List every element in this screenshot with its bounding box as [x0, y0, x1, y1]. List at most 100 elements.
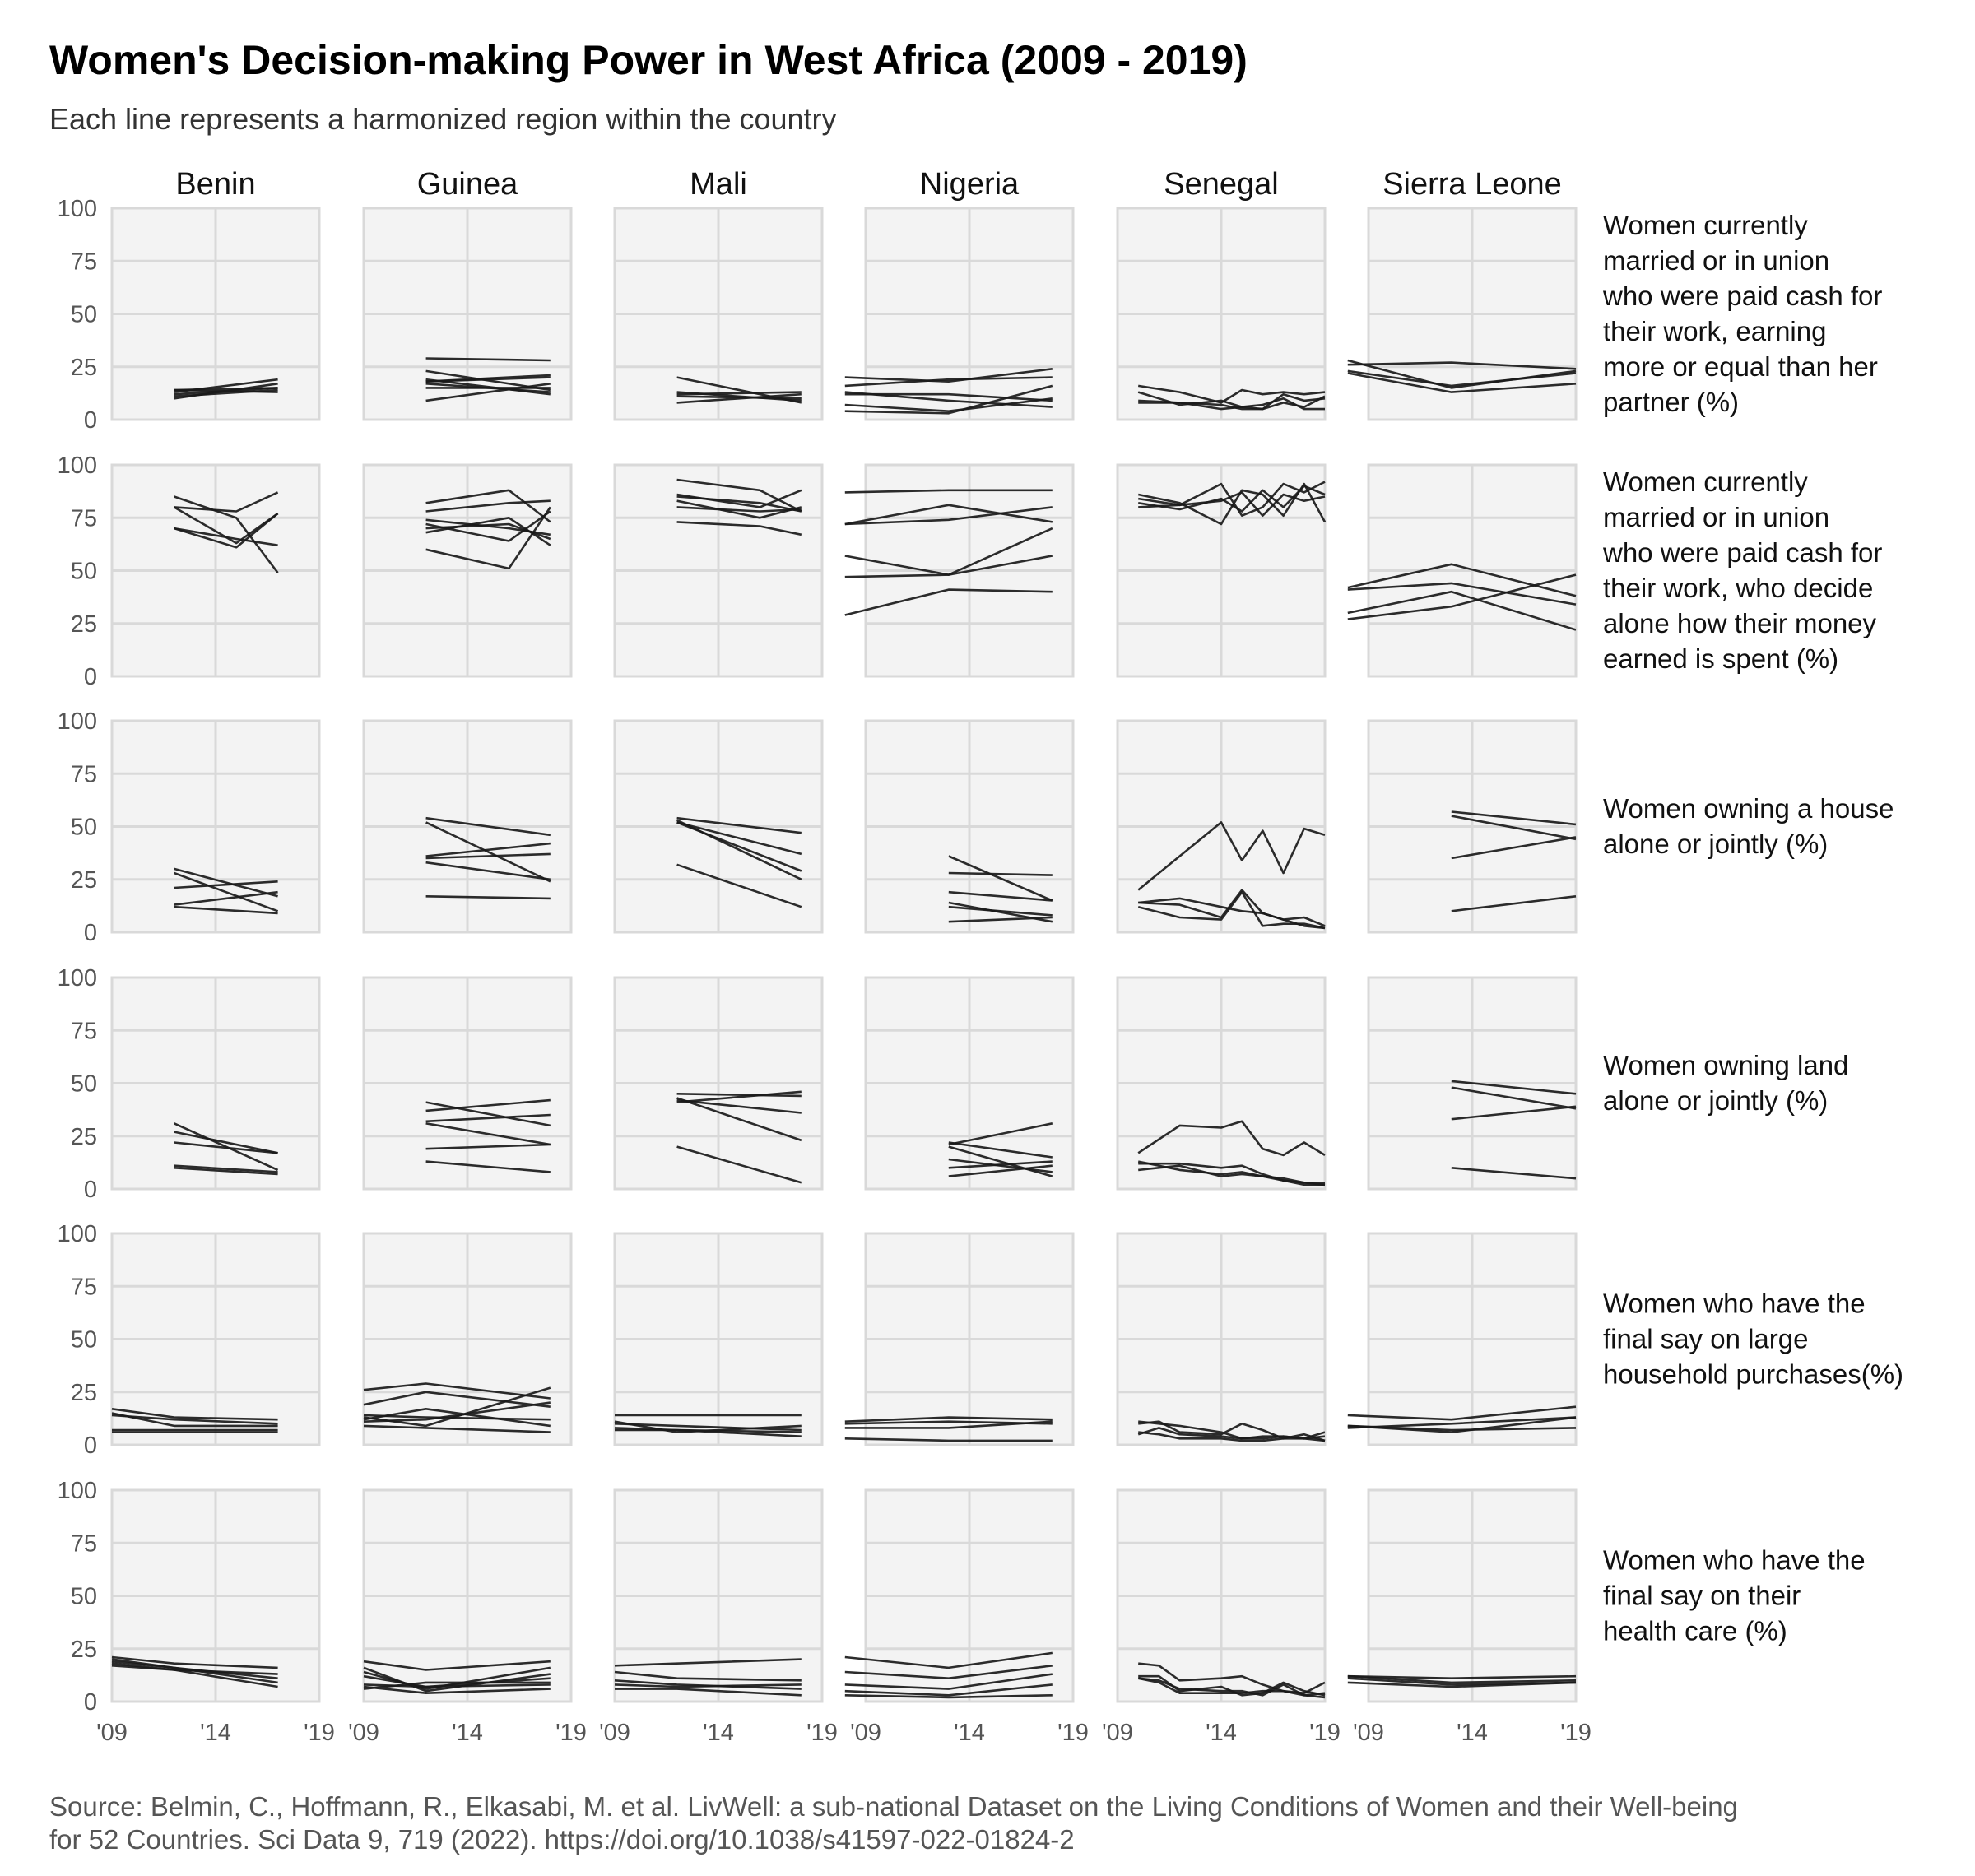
series-line [614, 1658, 802, 1667]
series-line [111, 1408, 278, 1421]
row-label-line: alone or jointly (%) [1603, 1085, 1828, 1116]
series-line [948, 890, 1053, 902]
series-line [111, 1658, 278, 1684]
series-line [948, 905, 1053, 917]
series-line [676, 1093, 802, 1098]
panel-border [362, 1488, 573, 1703]
series-line [844, 376, 1053, 388]
series-line [948, 871, 1053, 876]
x-tick-label: '19 [806, 1720, 838, 1746]
column-header: Guinea [417, 167, 518, 202]
y-tick-label: 0 [84, 1177, 97, 1203]
series-line [676, 1098, 802, 1114]
series-line [425, 383, 551, 402]
series-line [174, 1167, 278, 1176]
series-line [844, 1437, 1053, 1442]
x-tick-label: '14 [1206, 1720, 1237, 1746]
panel-border [613, 207, 824, 421]
series-line [425, 499, 551, 513]
series-line [1138, 1431, 1326, 1442]
panel-border [110, 463, 321, 678]
panel-border [613, 719, 824, 934]
series-line [676, 1090, 802, 1103]
panel-border [362, 463, 573, 678]
series-line [174, 387, 278, 392]
series-line [1347, 1681, 1577, 1688]
series-line [174, 1131, 278, 1154]
y-tick-label: 25 [71, 1380, 97, 1406]
series-line [1138, 1164, 1325, 1186]
panel-border [110, 207, 321, 421]
series-line [1451, 1080, 1577, 1095]
column-header: Benin [175, 167, 255, 202]
panel-border [864, 207, 1075, 421]
series-line [1451, 815, 1577, 841]
y-tick-label: 50 [71, 1071, 97, 1098]
series-line [425, 816, 551, 837]
panel-border [864, 1488, 1075, 1703]
panel-border [1116, 976, 1327, 1191]
series-line [425, 357, 551, 362]
chart-title: Women's Decision-making Power in West Af… [49, 37, 1248, 83]
series-line [425, 842, 551, 857]
panel-border [110, 719, 321, 934]
panel-border [362, 976, 573, 1191]
row-label-line: final say on large [1603, 1324, 1808, 1354]
x-tick-label: '09 [348, 1720, 379, 1746]
series-line [425, 522, 551, 541]
panel-border [864, 463, 1075, 678]
series-line [676, 521, 802, 536]
series-line [1451, 810, 1577, 826]
series-line [676, 821, 802, 856]
y-tick-label: 25 [71, 1637, 97, 1663]
panel-border [1116, 719, 1327, 934]
series-line [111, 1665, 278, 1675]
series-line [174, 513, 279, 549]
y-tick-label: 25 [71, 355, 97, 381]
series-line [1451, 836, 1577, 860]
series-line [425, 1113, 551, 1123]
series-line [948, 855, 1053, 902]
series-line [111, 1655, 278, 1669]
y-tick-label: 0 [84, 1689, 97, 1716]
series-line [111, 1414, 278, 1425]
series-line [363, 1660, 551, 1671]
panel-border [613, 1232, 824, 1446]
series-line [425, 1098, 551, 1112]
x-tick-label: '09 [599, 1720, 630, 1746]
x-tick-label: '09 [1102, 1720, 1133, 1746]
series-line [676, 1097, 802, 1142]
panel-border [362, 719, 573, 934]
series-line [1347, 1424, 1577, 1432]
series-line [363, 1382, 551, 1400]
series-line [1138, 485, 1326, 513]
series-line [1347, 369, 1577, 388]
series-line [1137, 1677, 1326, 1699]
series-line [614, 1683, 802, 1688]
series-line [425, 374, 551, 383]
panel-border [613, 1488, 824, 1703]
x-tick-label: '14 [954, 1720, 985, 1746]
y-tick-label: 75 [71, 248, 97, 275]
y-tick-label: 100 [58, 1478, 97, 1504]
series-line [174, 1141, 278, 1154]
series-line [1451, 1105, 1577, 1121]
series-line [174, 491, 279, 513]
panel-border [864, 719, 1075, 934]
series-line [844, 504, 1053, 526]
series-line [363, 1424, 551, 1433]
series-line [676, 819, 802, 880]
y-tick-label: 75 [71, 1530, 97, 1557]
y-tick-label: 0 [84, 664, 97, 690]
series-line [174, 527, 278, 546]
y-tick-label: 75 [71, 1274, 97, 1300]
panel-border [110, 1232, 321, 1446]
series-line [363, 1666, 551, 1693]
series-line [425, 506, 551, 570]
panel-border [110, 1488, 321, 1703]
row-label-line: alone or jointly (%) [1603, 829, 1828, 859]
panel-border [362, 1232, 573, 1446]
series-line [174, 1164, 278, 1173]
x-tick-label: '14 [200, 1720, 231, 1746]
series-line [1138, 1420, 1326, 1442]
